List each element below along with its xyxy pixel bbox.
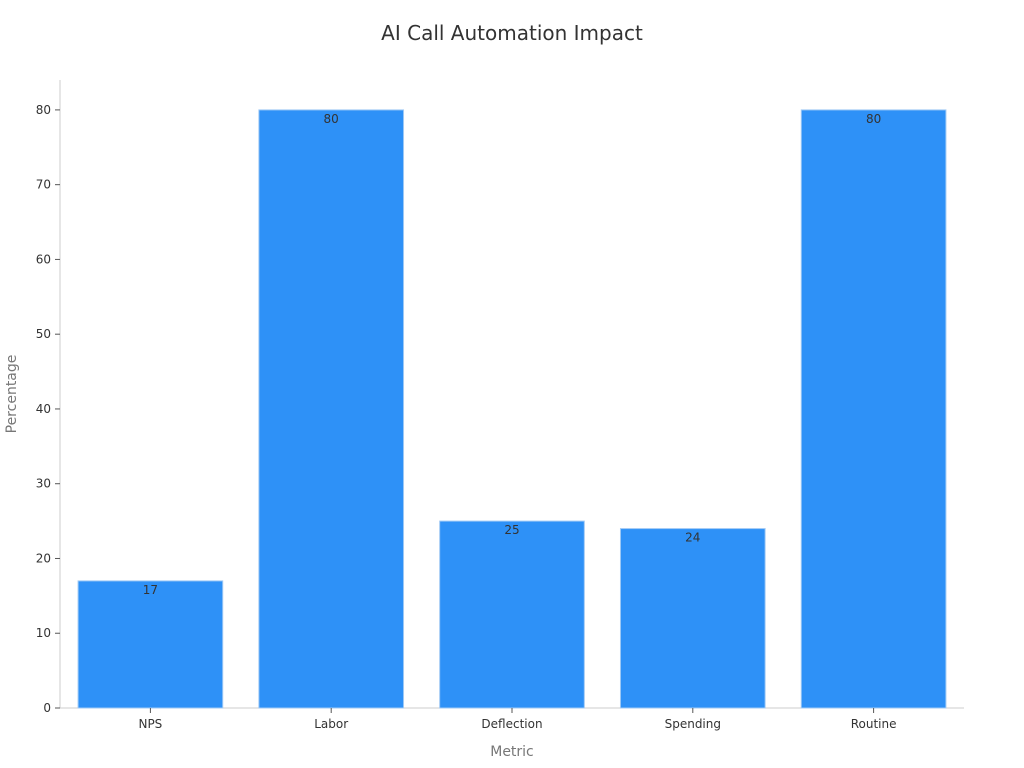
bar-value-label: 17	[143, 583, 158, 597]
y-axis-ticks: 0 10 20 30 40 50 60 70 80	[36, 103, 60, 715]
bar	[619, 528, 766, 709]
y-tick-label: 30	[36, 477, 51, 491]
bar	[258, 109, 405, 709]
x-tick-label: Deflection	[481, 717, 542, 731]
x-axis-label: Metric	[490, 744, 534, 760]
y-axis-label: Percentage	[4, 355, 20, 434]
y-tick-label: 70	[36, 178, 51, 192]
y-tick-label: 80	[36, 103, 51, 117]
bar-value-label: 80	[324, 112, 339, 126]
y-tick-label: 40	[36, 402, 51, 416]
x-tick-label: NPS	[138, 717, 162, 731]
y-tick-label: 60	[36, 252, 51, 266]
y-tick-label: 10	[36, 626, 51, 640]
bar-value-label: 24	[685, 531, 700, 545]
y-tick-label: 20	[36, 551, 51, 565]
bar	[439, 520, 585, 709]
x-tick-label: Spending	[665, 717, 721, 731]
bar	[800, 109, 947, 709]
y-tick-label: 0	[43, 701, 51, 715]
bar-value-label: 80	[866, 112, 881, 126]
x-axis-ticks: NPS Labor Deflection Spending Routine	[138, 708, 896, 731]
bar-series: 17 80 25 24 80	[77, 109, 947, 709]
bar-value-label: 25	[504, 523, 519, 537]
x-tick-label: Labor	[314, 717, 348, 731]
bar	[77, 580, 224, 709]
chart-title: AI Call Automation Impact	[381, 21, 643, 45]
x-tick-label: Routine	[851, 717, 897, 731]
y-tick-label: 50	[36, 327, 51, 341]
